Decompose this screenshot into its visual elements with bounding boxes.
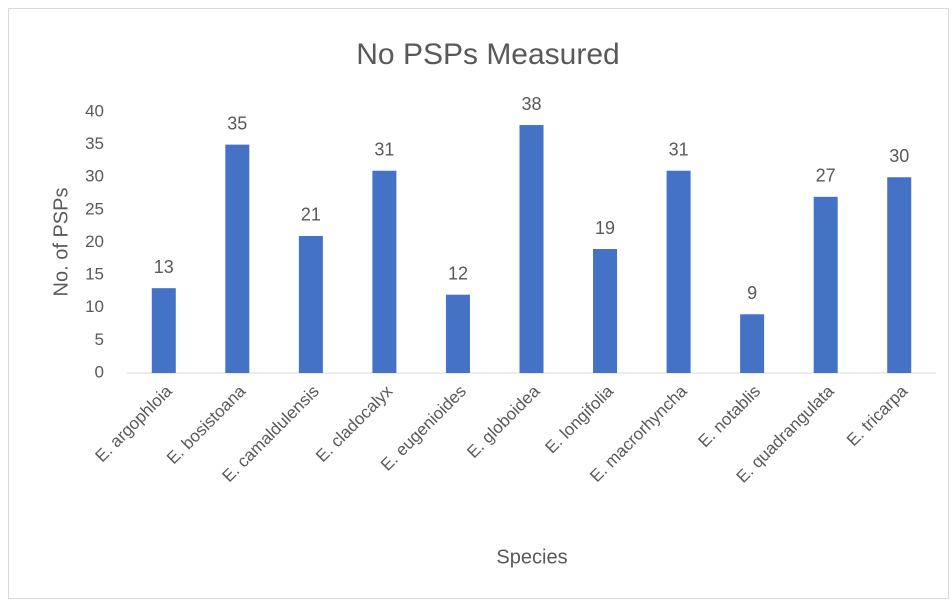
chart-title: No PSPs Measured bbox=[356, 38, 619, 71]
data-label: 30 bbox=[889, 146, 909, 166]
data-label: 31 bbox=[669, 139, 689, 159]
data-label: 27 bbox=[816, 166, 836, 186]
bar bbox=[519, 125, 544, 373]
y-tick-label: 35 bbox=[85, 134, 104, 153]
data-label: 19 bbox=[595, 218, 615, 238]
data-label: 12 bbox=[448, 263, 468, 283]
bar bbox=[593, 249, 618, 373]
bar bbox=[445, 294, 470, 373]
bar bbox=[813, 196, 838, 373]
bar bbox=[372, 170, 397, 373]
bar bbox=[887, 177, 912, 373]
data-label: 13 bbox=[154, 257, 174, 277]
y-tick-label: 30 bbox=[85, 167, 104, 186]
y-axis-label: No. of PSPs bbox=[50, 188, 72, 297]
y-tick-label: 10 bbox=[85, 297, 104, 316]
data-label: 21 bbox=[301, 205, 321, 225]
y-tick-label: 25 bbox=[85, 199, 104, 218]
bar bbox=[151, 288, 176, 373]
chart-border bbox=[8, 8, 949, 599]
bar bbox=[740, 314, 765, 373]
y-tick-label: 20 bbox=[85, 232, 104, 251]
data-label: 35 bbox=[227, 113, 247, 133]
y-tick-label: 0 bbox=[95, 362, 104, 381]
bar bbox=[298, 235, 323, 373]
y-tick-label: 40 bbox=[85, 101, 104, 120]
data-label: 9 bbox=[747, 283, 757, 303]
data-label: 38 bbox=[521, 94, 541, 114]
data-label: 31 bbox=[374, 139, 394, 159]
y-tick-label: 5 bbox=[95, 330, 104, 349]
x-axis-label: Species bbox=[496, 546, 567, 568]
bar bbox=[225, 144, 250, 373]
y-tick-label: 15 bbox=[85, 265, 104, 284]
bar bbox=[666, 170, 691, 373]
